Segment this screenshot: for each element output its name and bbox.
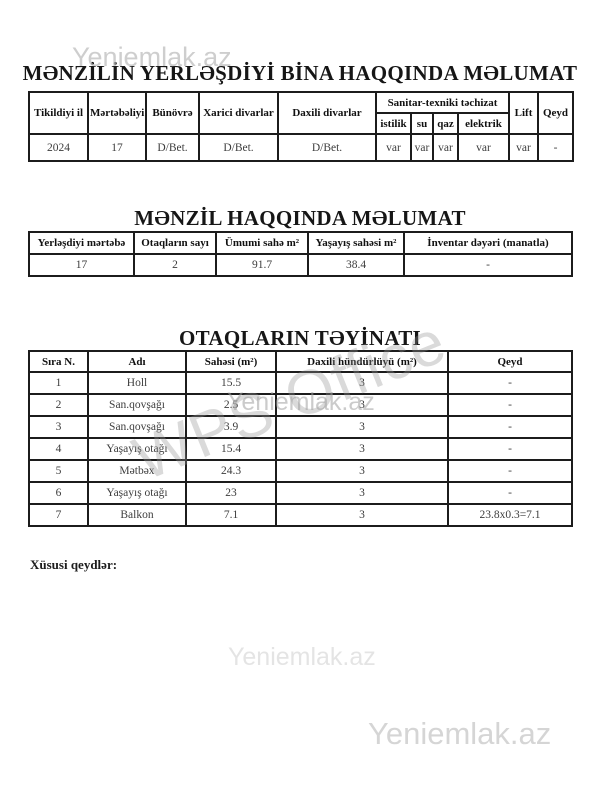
room-row: 3 San.qovşağı 3.9 3 - (28, 415, 573, 439)
cell-tikildiyi-il: 2024 (28, 133, 89, 162)
cell-adi: San.qovşağı (87, 393, 187, 417)
col-header-qaz: qaz (432, 112, 459, 135)
cell-qeyd: - (447, 371, 573, 395)
apartment-data-row: 17 2 91.7 38.4 - (28, 253, 573, 277)
cell-adi: Mətbəx (87, 459, 187, 483)
cell-adi: Holl (87, 371, 187, 395)
col-header-adi: Adı (87, 350, 187, 373)
cell-sahesi: 7.1 (185, 503, 277, 527)
rooms-table: Sıra N. Adı Sahəsi (m²) Daxili hündürlüy… (28, 350, 573, 527)
cell-sira: 7 (28, 503, 89, 527)
col-header-istilik: istilik (375, 112, 412, 135)
room-row: 7 Balkon 7.1 3 23.8x0.3=7.1 (28, 503, 573, 527)
col-header-sira-n: Sıra N. (28, 350, 89, 373)
col-header-qeyd: Qeyd (537, 91, 575, 135)
cell-adi: Yaşayış otağı (87, 481, 187, 505)
apartment-info-table: Yerləşdiyi mərtəbə Otaqların sayı Ümumi … (28, 231, 573, 277)
cell-qeyd: - (447, 459, 573, 483)
special-notes-label: Xüsusi qeydlər: (30, 557, 118, 572)
cell-sahesi: 15.5 (185, 371, 277, 395)
cell-mertebeliyi: 17 (87, 133, 147, 162)
cell-sira: 4 (28, 437, 89, 461)
cell-yasayis-sahesi: 38.4 (307, 253, 405, 277)
rooms-section-title: OTAQLARIN TƏYİNATI (178, 326, 422, 350)
cell-adi: Yaşayış otağı (87, 437, 187, 461)
cell-hundurluk: 3 (275, 393, 449, 417)
cell-sira: 6 (28, 481, 89, 505)
cell-sahesi: 23 (185, 481, 277, 505)
cell-hundurluk: 3 (275, 415, 449, 439)
cell-hundurluk: 3 (275, 481, 449, 505)
col-header-mertebeliyi: Mərtəbəliyi (87, 91, 147, 135)
room-row: 5 Mətbəx 24.3 3 - (28, 459, 573, 483)
cell-hundurluk: 3 (275, 371, 449, 395)
cell-umumi-sahe: 91.7 (215, 253, 309, 277)
col-header-otaqlarin-sayi: Otaqların sayı (133, 231, 217, 255)
cell-sira: 1 (28, 371, 89, 395)
cell-qeyd: 23.8x0.3=7.1 (447, 503, 573, 527)
yeniemlak-watermark-lower: Yeniemlak.az (228, 643, 376, 671)
cell-qeyd: - (537, 133, 575, 162)
col-header-daxili-divarlar: Daxili divarlar (277, 91, 377, 135)
cell-sahesi: 24.3 (185, 459, 277, 483)
building-section-title: MƏNZİLİN YERLƏŞDİYİ BİNA HAQQINDA MƏLUMA… (22, 61, 578, 85)
building-info-table: Tikildiyi il Mərtəbəliyi Bünövrə Xarici … (28, 91, 575, 162)
room-row: 1 Holl 15.5 3 - (28, 371, 573, 395)
col-header-elektrik: elektrik (456, 112, 511, 135)
cell-su: var (410, 133, 434, 162)
col-header-tikildiyi-il: Tikildiyi il (28, 91, 89, 135)
cell-adi: Balkon (87, 503, 187, 527)
col-header-yasayis-sahesi: Yaşayış sahəsi m² (307, 231, 405, 255)
col-header-bunovre: Bünövrə (145, 91, 200, 135)
cell-sahesi: 15.4 (185, 437, 277, 461)
cell-istilik: var (375, 133, 412, 162)
cell-xarici-divarlar: D/Bet. (198, 133, 279, 162)
cell-sahesi: 3.9 (185, 415, 277, 439)
cell-otaqlarin-sayi: 2 (133, 253, 217, 277)
apartment-section-title: MƏNZİL HAQQINDA MƏLUMAT (134, 206, 466, 230)
room-row: 6 Yaşayış otağı 23 3 - (28, 481, 573, 505)
cell-daxili-divarlar: D/Bet. (277, 133, 377, 162)
cell-inventar-deyeri: - (403, 253, 573, 277)
col-header-qeyd3: Qeyd (447, 350, 573, 373)
col-header-inventar-deyeri: İnventar dəyəri (manatla) (403, 231, 573, 255)
col-header-xarici-divarlar: Xarici divarlar (198, 91, 279, 135)
cell-lift: var (508, 133, 540, 162)
col-header-sanitar-texniki-group: Sanitar-texniki təchizat (374, 91, 511, 114)
col-header-lift: Lift (508, 91, 540, 135)
cell-qeyd: - (447, 415, 573, 439)
cell-elektrik: var (456, 133, 511, 162)
room-row: 2 San.qovşağı 2.5 3 - (28, 393, 573, 417)
col-header-su: su (410, 112, 434, 135)
cell-hundurluk: 3 (275, 437, 449, 461)
building-data-row: 2024 17 D/Bet. D/Bet. D/Bet. var var var… (28, 133, 575, 162)
col-header-sahesi: Sahəsi (m²) (185, 350, 277, 373)
cell-hundurluk: 3 (275, 503, 449, 527)
col-header-yerlesdiyi-mertebe: Yerləşdiyi mərtəbə (28, 231, 135, 255)
yeniemlak-watermark-bottom: Yeniemlak.az (368, 716, 552, 751)
cell-qeyd: - (447, 393, 573, 417)
cell-qeyd: - (447, 481, 573, 505)
cell-qeyd: - (447, 437, 573, 461)
col-header-umumi-sahe: Ümumi sahə m² (215, 231, 309, 255)
col-header-daxili-hundurluyu: Daxili hündürlüyü (m²) (275, 350, 449, 373)
cell-sira: 2 (28, 393, 89, 417)
cell-sira: 3 (28, 415, 89, 439)
room-row: 4 Yaşayış otağı 15.4 3 - (28, 437, 573, 461)
cell-sira: 5 (28, 459, 89, 483)
cell-hundurluk: 3 (275, 459, 449, 483)
cell-sahesi: 2.5 (185, 393, 277, 417)
cell-qaz: var (432, 133, 459, 162)
cell-bunovre: D/Bet. (145, 133, 200, 162)
cell-yerlesdiyi-mertebe: 17 (28, 253, 135, 277)
cell-adi: San.qovşağı (87, 415, 187, 439)
